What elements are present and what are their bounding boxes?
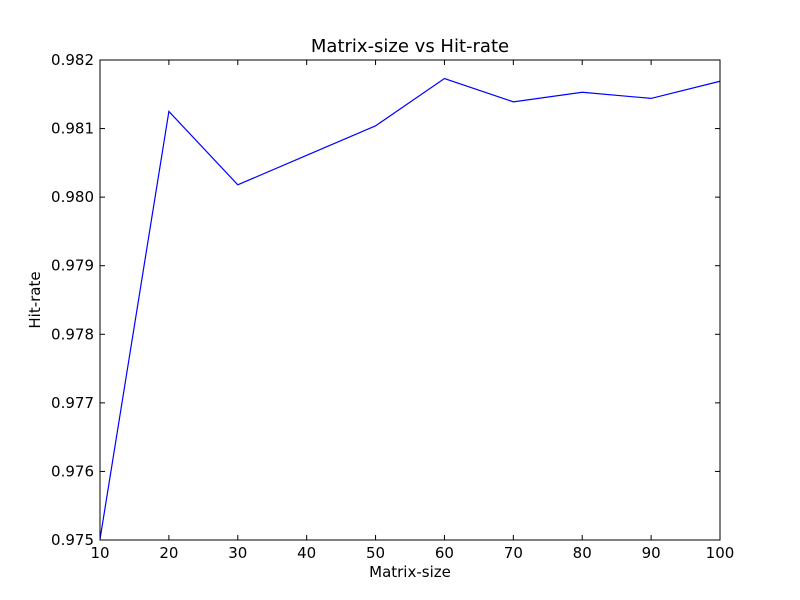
x-tick-label: 50 [366, 544, 385, 562]
x-tick-label: 90 [642, 544, 661, 562]
x-tick-label: 70 [504, 544, 523, 562]
x-tick-label: 10 [90, 544, 109, 562]
y-tick-label: 0.980 [51, 188, 94, 206]
chart-title: Matrix-size vs Hit-rate [311, 36, 509, 57]
x-tick-label: 80 [573, 544, 592, 562]
series-line [99, 77, 721, 540]
x-tick-label: 40 [297, 544, 316, 562]
y-tick-label: 0.979 [51, 257, 94, 275]
y-tick-label: 0.976 [51, 462, 94, 480]
series-layer [99, 77, 721, 540]
x-tick-label: 20 [159, 544, 178, 562]
x-axis-ticks: 10 20 30 40 50 60 70 80 90 100 [90, 60, 734, 562]
y-tick-label: 0.981 [51, 120, 94, 138]
y-tick-label: 0.982 [51, 51, 94, 69]
y-tick-label: 0.977 [51, 394, 94, 412]
plot-frame [99, 59, 721, 541]
x-axis-label: Matrix-size [369, 563, 451, 581]
y-tick-label: 0.975 [51, 531, 94, 549]
y-tick-label: 0.978 [51, 325, 94, 343]
x-tick-label: 60 [435, 544, 454, 562]
x-tick-label: 30 [228, 544, 247, 562]
y-axis-label: Hit-rate [26, 271, 44, 328]
y-axis-ticks: 0.975 0.976 0.977 0.978 0.979 0.980 0.981 0.982 [51, 51, 720, 549]
x-tick-label: 100 [706, 544, 735, 562]
